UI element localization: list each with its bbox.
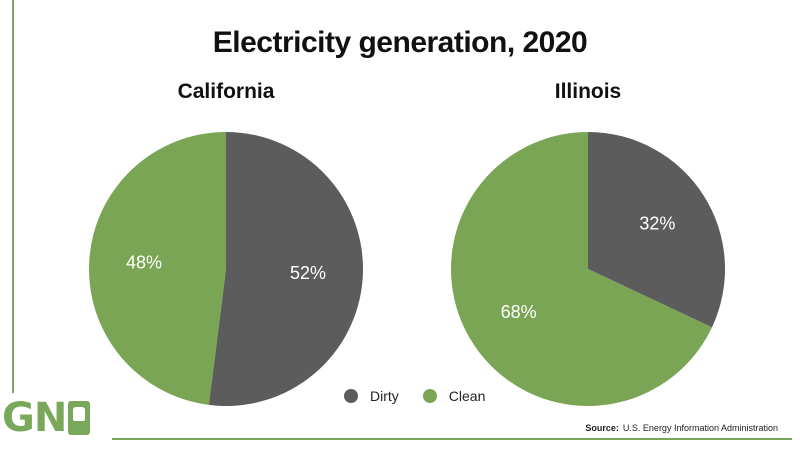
pie-slice-clean [451, 132, 712, 406]
legend-swatch-dirty [344, 389, 358, 403]
raised-fist-icon [68, 401, 91, 435]
pie-title-illinois: Illinois [554, 80, 622, 103]
source-note: Source: U.S. Energy Information Administr… [585, 423, 778, 433]
pie-title-california: California [177, 80, 275, 103]
legend-label-clean: Clean [448, 388, 486, 404]
slice-label-dirty: 52% [290, 263, 326, 283]
source-text: U.S. Energy Information Administration [622, 423, 778, 433]
legend-label-dirty: Dirty [370, 388, 399, 404]
slice-label-clean: 48% [126, 253, 162, 273]
chart-title: Electricity generation, 2020 [212, 26, 588, 59]
legend-item-clean: Clean [422, 388, 486, 404]
chart-frame [12, 0, 792, 440]
pie-slice-clean [88, 132, 226, 405]
legend-swatch-clean [422, 389, 437, 403]
gnd-logo: GN [2, 393, 112, 443]
slice-label-clean: 68% [501, 302, 537, 322]
legend-item-dirty: Dirty [344, 388, 399, 404]
pie-illinois: 32% 68% [451, 132, 725, 406]
slice-label-dirty: 32% [639, 214, 675, 234]
pie-california: 52% 48% [88, 132, 363, 406]
pie-slice-dirty [588, 132, 725, 328]
legend: Dirty Clean [344, 386, 509, 406]
source-label: Source: [585, 423, 619, 433]
pie-slice-dirty [208, 132, 363, 406]
logo-text: GN [2, 395, 67, 441]
